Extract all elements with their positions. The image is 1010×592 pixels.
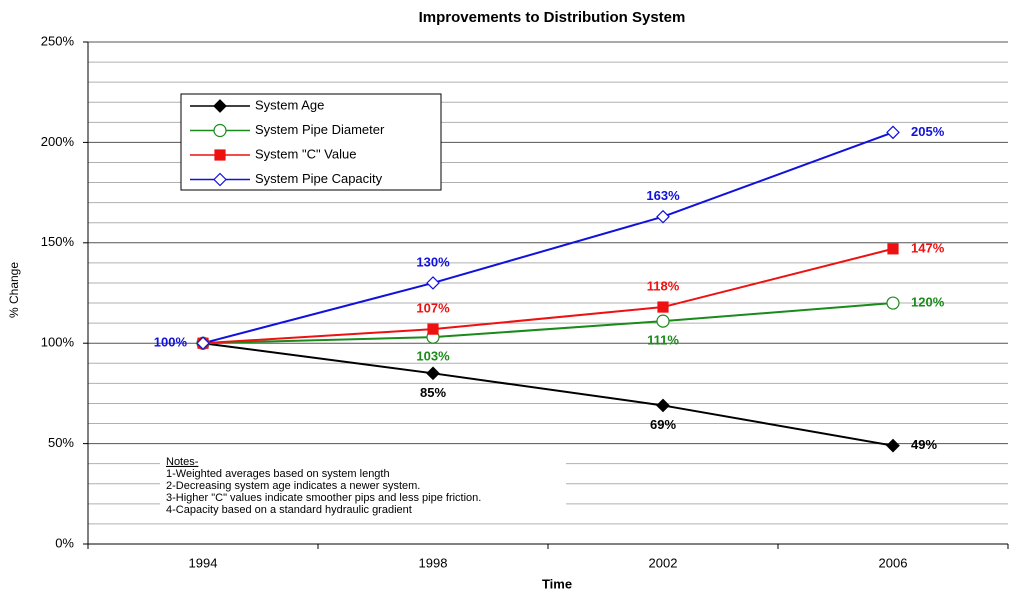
data-label: 120% [911,294,945,309]
legend-label: System Age [255,97,324,112]
marker [656,314,670,328]
marker [656,398,670,413]
legend: System Age System Pipe Diameter System "C"… [180,93,442,191]
legend-label: System "C" Value [255,146,356,161]
series-line [202,342,894,447]
x-tick-label: 1994 [189,555,218,570]
notes-line: 4-Capacity based on a standard hydraulic… [166,504,412,516]
x-tick-label: 2006 [879,555,908,570]
marker [886,296,900,310]
x-axis-title: Time [542,576,572,591]
y-tick-label: 50% [48,435,74,450]
marker [426,276,440,290]
marker [214,149,226,161]
notes-line: 3-Higher "C" values indicate smoother pi… [166,492,481,504]
data-label: 111% [647,333,679,348]
notes-line: 1-Weighted averages based on system leng… [166,468,390,480]
data-label: 205% [911,124,945,139]
legend-box [180,93,442,191]
marker [213,99,227,113]
marker [887,243,899,255]
y-axis-title: % Change [7,262,21,318]
data-label: 118% [647,278,680,293]
data-label: 69% [650,417,676,432]
legend-label: System Pipe Diameter [255,122,385,137]
y-tick-label: 100% [41,335,75,350]
data-label: 100% [154,335,188,350]
marker [196,336,210,351]
notes-box [160,455,566,517]
y-tick-label: 0% [55,535,74,550]
legend-label: System Pipe Capacity [255,171,383,186]
data-label: 130% [416,254,450,269]
data-label: 107% [416,301,450,316]
y-tick-label: 200% [41,134,75,149]
notes-line: 2-Decreasing system age indicates a newe… [166,480,420,492]
x-tick-label: 1998 [419,555,448,570]
series-line [202,247,894,345]
marker [427,323,439,335]
marker [886,125,900,140]
data-label: 147% [911,240,945,255]
data-label: 103% [416,349,450,364]
y-tick-label: 250% [41,33,75,48]
x-tick-label: 2002 [649,555,678,570]
marker [213,123,227,138]
series-line [202,131,894,345]
marker [426,366,440,381]
marker [213,172,227,187]
y-tick-label: 150% [41,234,75,249]
data-label: 49% [911,437,937,452]
chart-title: Improvements to Distribution System [419,9,686,26]
marker [657,301,669,313]
marker [886,438,900,453]
data-label: 163% [646,188,680,203]
notes-title: Notes- [166,456,199,468]
series-line [202,302,894,345]
data-label: 85% [420,385,446,400]
marker [656,209,670,224]
